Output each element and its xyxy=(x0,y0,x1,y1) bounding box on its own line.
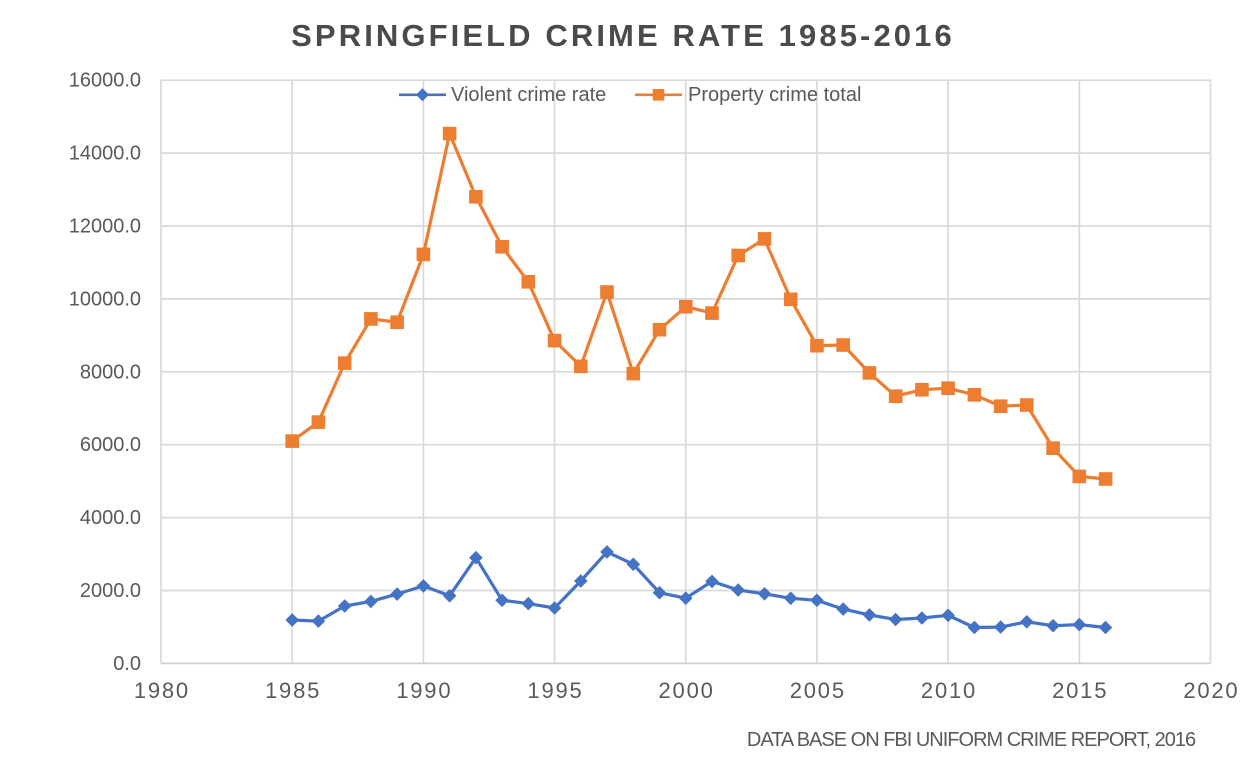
svg-text:Property crime total: Property crime total xyxy=(688,84,861,106)
svg-text:Violent crime rate: Violent crime rate xyxy=(451,84,606,106)
svg-text:2010: 2010 xyxy=(921,678,977,703)
svg-text:1995: 1995 xyxy=(527,678,583,703)
svg-text:12000.0: 12000.0 xyxy=(69,216,141,238)
svg-text:4000.0: 4000.0 xyxy=(80,507,141,529)
svg-text:2005: 2005 xyxy=(790,678,846,703)
svg-text:1985: 1985 xyxy=(265,678,321,703)
svg-text:1980: 1980 xyxy=(134,678,190,703)
svg-text:8000.0: 8000.0 xyxy=(80,361,141,383)
svg-text:2015: 2015 xyxy=(1052,678,1108,703)
svg-text:2000.0: 2000.0 xyxy=(80,580,141,602)
svg-text:2020: 2020 xyxy=(1183,678,1239,703)
svg-text:14000.0: 14000.0 xyxy=(69,143,141,165)
svg-text:6000.0: 6000.0 xyxy=(80,434,141,456)
svg-text:2000: 2000 xyxy=(659,678,715,703)
svg-text:16000.0: 16000.0 xyxy=(69,70,141,92)
svg-text:10000.0: 10000.0 xyxy=(69,288,141,310)
svg-text:DATA BASE ON FBI UNIFORM CRIME: DATA BASE ON FBI UNIFORM CRIME REPORT, 2… xyxy=(747,729,1196,751)
svg-text:1990: 1990 xyxy=(396,678,452,703)
svg-text:SPRINGFIELD CRIME RATE 1985-20: SPRINGFIELD CRIME RATE 1985-2016 xyxy=(291,18,955,53)
svg-text:0.0: 0.0 xyxy=(113,653,141,675)
